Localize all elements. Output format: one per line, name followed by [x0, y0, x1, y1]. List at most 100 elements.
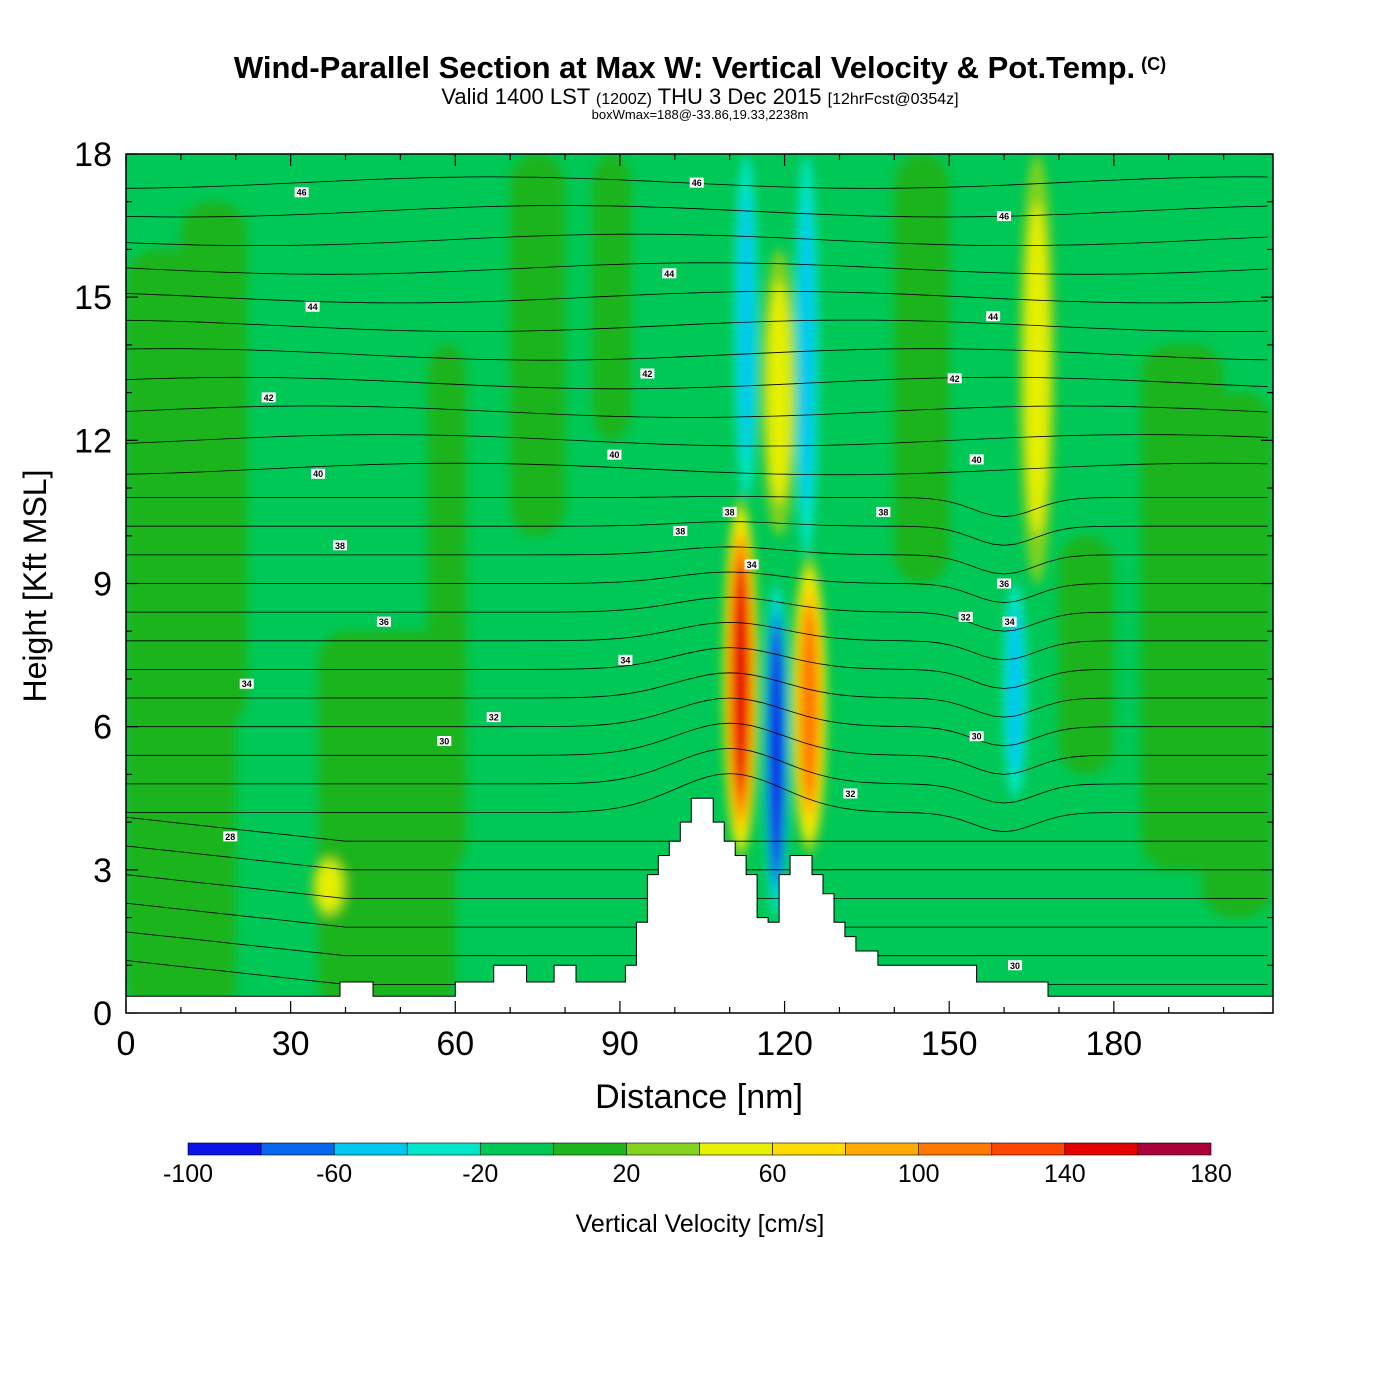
colorbar-tick-label: 60: [759, 1160, 787, 1188]
contour-label: 44: [662, 268, 677, 279]
chart-subtitle: Valid 1400 LST (1200Z) THU 3 Dec 2015 [1…: [441, 84, 959, 109]
isentrope-line: [126, 697, 1268, 747]
svg-text:32: 32: [845, 789, 855, 799]
svg-text:46: 46: [999, 212, 1009, 222]
velocity-contour-fill: [738, 192, 754, 459]
contour-label: 42: [640, 368, 655, 379]
svg-text:30: 30: [439, 736, 449, 746]
contour-label: 34: [1002, 616, 1017, 627]
isentrope-line: [126, 621, 1268, 661]
y-axis-label: Height [Kft MSL]: [17, 470, 53, 703]
y-tick-label: 9: [93, 566, 112, 604]
isentrope-line: [126, 546, 1268, 575]
contour-label: 44: [305, 301, 320, 312]
isentrope-line: [126, 348, 1268, 361]
svg-text:28: 28: [225, 832, 235, 842]
subtitle-date: THU 3 Dec 2015: [657, 84, 822, 109]
contour-label: 30: [1008, 960, 1023, 971]
isentrope-line: [126, 434, 1268, 447]
velocity-contour-fill: [801, 608, 818, 802]
isentrope-line: [126, 672, 1268, 718]
colorbar-bin: [260, 1142, 335, 1156]
isentrope-line: [126, 647, 1268, 689]
colorbar-bin: [1137, 1142, 1212, 1156]
x-tick-label: 120: [756, 1025, 813, 1063]
isentrope-line: [126, 496, 1268, 518]
contour-label: 38: [333, 540, 348, 551]
colorbar-tick-label: 180: [1190, 1160, 1232, 1188]
svg-text:46: 46: [297, 188, 307, 198]
subtitle-forecast: [12hrFcst@0354z]: [827, 91, 959, 108]
weak-updraft-area: [894, 154, 950, 584]
contour-label: 34: [618, 654, 633, 665]
y-tick-label: 3: [93, 852, 112, 890]
svg-text:34: 34: [747, 560, 757, 570]
svg-text:42: 42: [950, 374, 960, 384]
svg-text:38: 38: [675, 527, 685, 537]
weak-updraft-area: [1201, 392, 1273, 918]
colorbar-tick-label: 100: [898, 1160, 940, 1188]
contour-label: 38: [876, 506, 891, 517]
weak-updraft-area: [1058, 535, 1114, 775]
contour-label: 34: [744, 559, 759, 570]
colorbar-bin: [187, 1142, 262, 1156]
colorbar-bin: [1064, 1142, 1139, 1156]
isentrope-line: [126, 376, 1268, 390]
contour-label: 30: [969, 731, 984, 742]
isentrope-line: [126, 571, 1268, 604]
box-wmax-info: boxWmax=188@-33.86,19.33,2238m: [591, 107, 809, 122]
contour-label: 44: [986, 311, 1001, 322]
colorbar-bin: [333, 1142, 408, 1156]
contour-label: 38: [722, 506, 737, 517]
contour-label: 42: [261, 392, 276, 403]
svg-text:40: 40: [972, 455, 982, 465]
weak-updraft-area: [427, 344, 467, 870]
colorbar-bin: [991, 1142, 1066, 1156]
svg-text:42: 42: [264, 393, 274, 403]
colorbar-bin: [918, 1142, 993, 1156]
velocity-contour-fill: [798, 199, 815, 510]
colorbar-tick-label: -100: [163, 1160, 213, 1188]
svg-text:44: 44: [308, 302, 318, 312]
svg-text:30: 30: [1010, 961, 1020, 971]
contour-label: 36: [376, 616, 391, 627]
velocity-contour-fill: [767, 281, 791, 504]
colorbar-tick-label: 20: [613, 1160, 641, 1188]
y-tick-label: 12: [74, 422, 112, 460]
svg-text:30: 30: [972, 732, 982, 742]
colorbar-tick-label: 140: [1044, 1160, 1086, 1188]
svg-text:40: 40: [609, 450, 619, 460]
colorbar-bin: [772, 1142, 846, 1156]
terrain-mask: [126, 797, 1273, 1013]
velocity-contour-fill: [771, 643, 782, 858]
x-axis-label: Distance [nm]: [595, 1078, 803, 1116]
svg-text:34: 34: [620, 655, 630, 665]
svg-text:34: 34: [242, 679, 252, 689]
contour-label: 46: [689, 177, 704, 188]
svg-text:34: 34: [1005, 617, 1015, 627]
svg-text:42: 42: [642, 369, 652, 379]
svg-text:32: 32: [961, 612, 971, 622]
contour-label: 46: [997, 211, 1012, 222]
contour-label: 46: [294, 187, 309, 198]
contour-label: 32: [958, 611, 973, 622]
contour-label: 42: [947, 373, 962, 384]
svg-text:38: 38: [725, 507, 735, 517]
isentrope-line: [126, 722, 1268, 775]
colorbar-tick-label: -20: [462, 1160, 498, 1188]
contour-label: 40: [311, 468, 326, 479]
isentrope-line: [126, 405, 1268, 418]
colorbar-bin: [553, 1142, 627, 1156]
colorbar: -100 -60 -20 20 60 100 140 180: [163, 1142, 1232, 1188]
chart-title: Wind-Parallel Section at Max W: Vertical…: [233, 50, 1167, 85]
weak-updraft-area: [180, 201, 247, 727]
plot-area: 46 46 46 44 44 44 42 42 42 40 40 40 38 38 38 38 36 36 34 34…: [126, 154, 1273, 1013]
colorbar-bin: [626, 1142, 700, 1156]
contour-label: 34: [239, 678, 254, 689]
svg-text:40: 40: [313, 469, 323, 479]
x-tick-label: 0: [117, 1025, 136, 1063]
weak-updraft-area: [510, 154, 566, 536]
velocity-contour-fill: [1025, 202, 1049, 536]
